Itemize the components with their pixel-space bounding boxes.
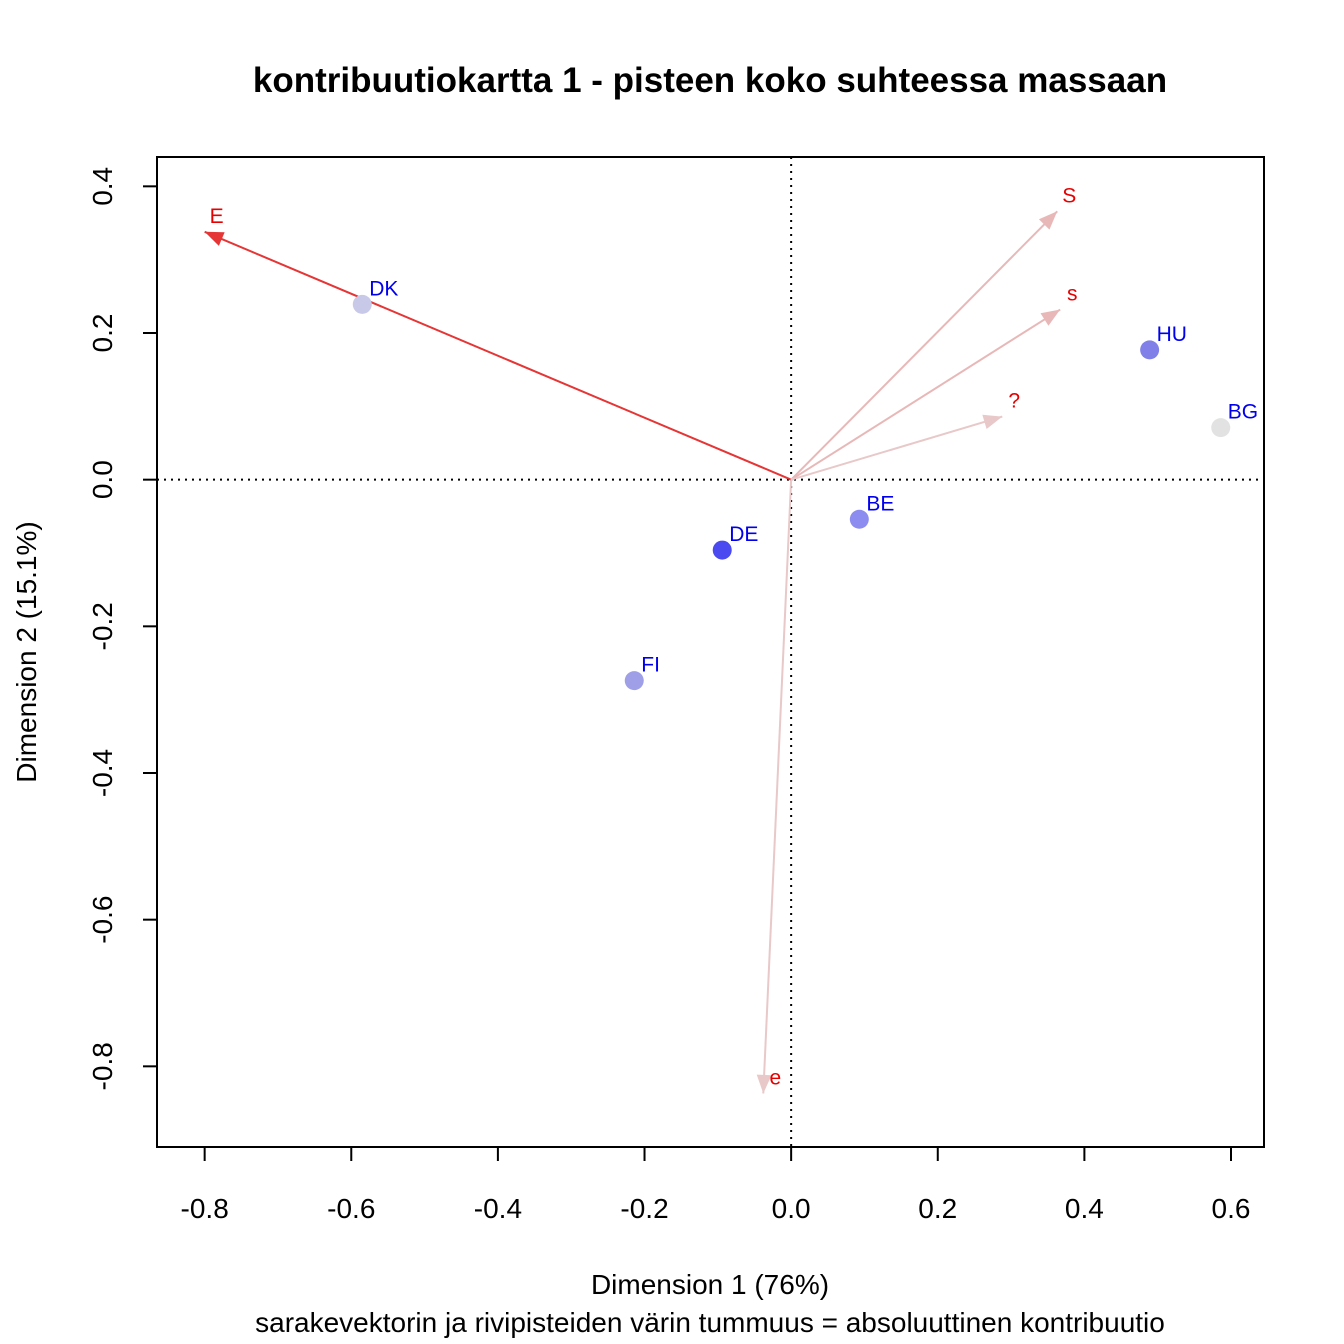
vector-label: s (1067, 283, 1078, 306)
row-point-label: HU (1157, 323, 1187, 346)
x-tick-label: 0.6 (1212, 1193, 1251, 1224)
row-point-marker (352, 294, 372, 314)
vector-arrowhead (756, 1074, 772, 1094)
column-vector: E (204, 205, 792, 481)
y-tick-label: 0.0 (87, 460, 118, 499)
row-point-label: DK (369, 277, 398, 300)
vector-label: ? (1008, 390, 1020, 413)
column-vector: s (790, 283, 1078, 481)
row-point-marker (624, 671, 644, 691)
vector-shaft (762, 479, 793, 1094)
x-tick-label: -0.4 (474, 1193, 522, 1224)
x-tick-label: -0.8 (181, 1193, 229, 1224)
chart-title: kontribuutiokartta 1 - pisteen koko suht… (253, 61, 1167, 100)
reference-lines (157, 157, 1264, 1147)
row-point: BE (849, 492, 894, 529)
column-vector: S (790, 184, 1076, 481)
row-point: DE (712, 523, 758, 560)
row-point-marker (849, 509, 869, 529)
x-tick-label: 0.4 (1065, 1193, 1104, 1224)
vector-arrowhead (204, 231, 225, 246)
column-vector: e (756, 479, 793, 1094)
row-point-marker (712, 540, 732, 560)
y-tick-label: -0.8 (87, 1042, 118, 1090)
vector-label: e (769, 1066, 781, 1089)
vector-shaft (790, 210, 1058, 481)
row-point: BG (1211, 401, 1258, 438)
plot-frame (156, 156, 1265, 1148)
x-tick-label: 0.2 (918, 1193, 957, 1224)
vector-arrowhead (982, 414, 1003, 430)
vector-label: E (210, 205, 224, 228)
vector-arrowhead (1038, 211, 1058, 230)
row-point-marker (1211, 418, 1231, 438)
row-point-marker (1140, 340, 1160, 360)
row-point-label: DE (729, 523, 758, 546)
y-tick-label: 0.4 (87, 167, 118, 206)
vector-shaft (790, 415, 1003, 481)
y-tick-label: -0.2 (87, 602, 118, 650)
vector-label: S (1062, 184, 1076, 207)
y-tick-label: -0.4 (87, 749, 118, 797)
row-point: HU (1140, 323, 1187, 360)
row-point: FI (624, 654, 660, 691)
vector-arrowhead (1040, 309, 1061, 326)
row-point-label: BG (1228, 401, 1258, 424)
row-point-label: BE (866, 492, 894, 515)
x-tick-label: 0.0 (772, 1193, 811, 1224)
row-point: DK (352, 277, 398, 314)
x-axis-title: Dimension 1 (76%) (591, 1269, 829, 1300)
column-vectors: E Ss? e (204, 184, 1078, 1094)
x-tick-label: -0.2 (620, 1193, 668, 1224)
x-tick-label: -0.6 (327, 1193, 375, 1224)
y-axis-title: Dimension 2 (15.1%) (11, 521, 42, 782)
y-tick-label: -0.6 (87, 896, 118, 944)
chart-subtitle: sarakevektorin ja rivipisteiden värin tu… (255, 1307, 1165, 1338)
vector-shaft (204, 230, 792, 481)
row-points: DK HU BG BE DE FI (352, 277, 1258, 691)
column-vector: ? (790, 390, 1020, 481)
x-axis: -0.8 -0.6 -0.4 -0.2 0.0 0.2 0.4 0.6 (181, 1146, 1251, 1224)
row-point-label: FI (641, 654, 660, 677)
y-tick-label: 0.2 (87, 314, 118, 353)
y-axis: -0.8 -0.6 -0.4 -0.2 0.0 0.2 0.4 (87, 167, 158, 1090)
vector-shaft (790, 308, 1061, 481)
